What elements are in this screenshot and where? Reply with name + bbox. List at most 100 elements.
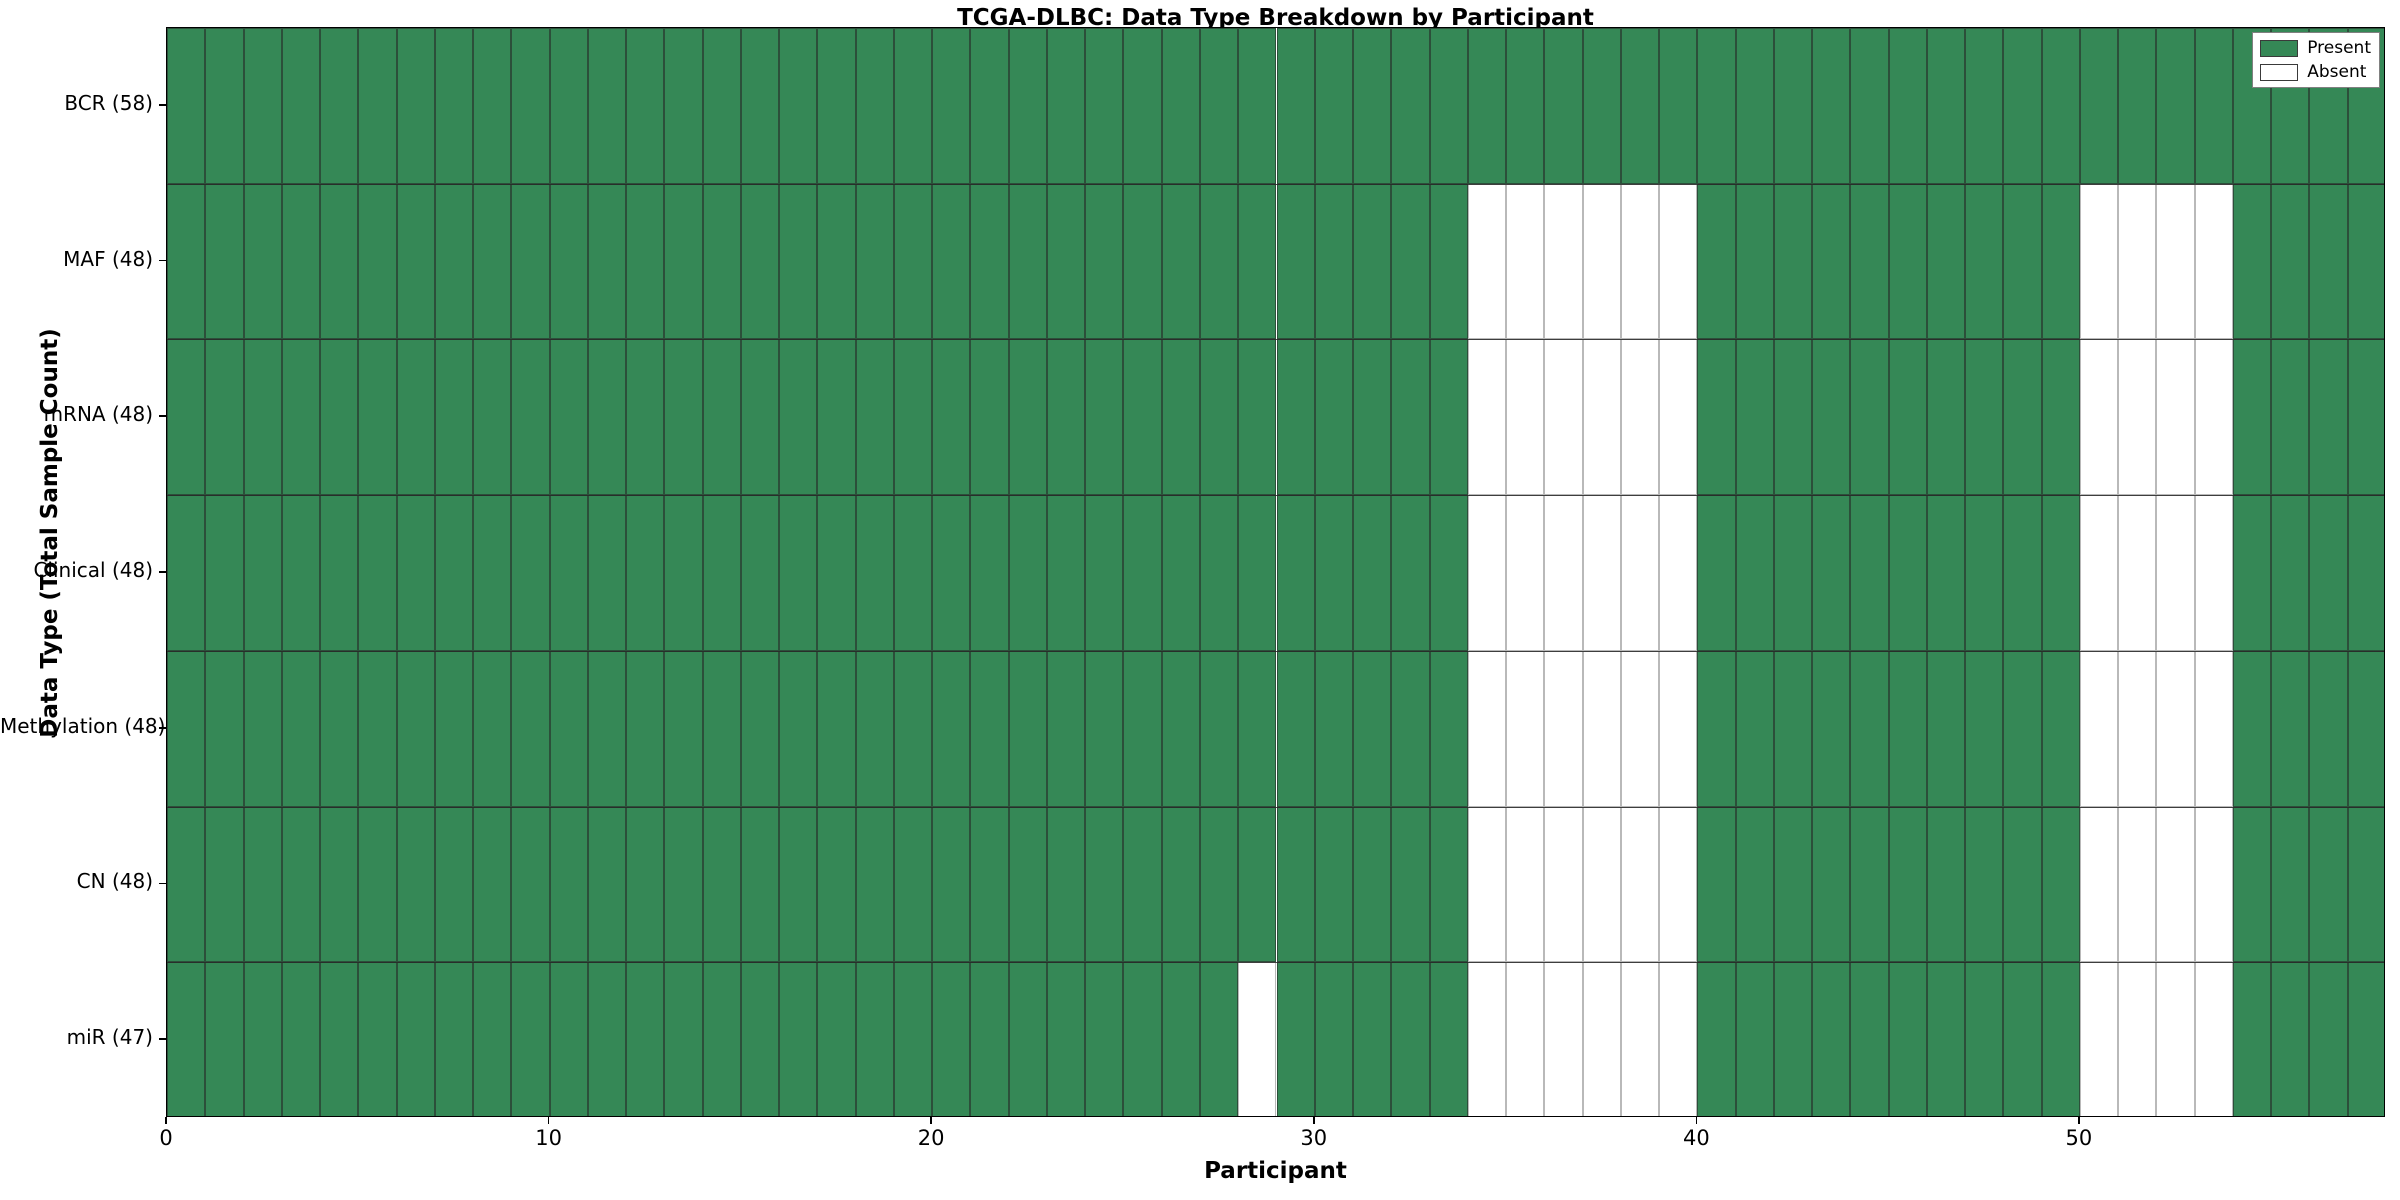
heatmap-cell bbox=[167, 183, 206, 340]
heatmap-cell bbox=[1123, 962, 1162, 1116]
heatmap-cell bbox=[243, 339, 282, 496]
heatmap-cell bbox=[2347, 962, 2384, 1116]
heatmap-cell bbox=[1314, 495, 1353, 651]
heatmap-cell bbox=[1353, 806, 1392, 963]
heatmap-cell bbox=[1353, 183, 1392, 340]
heatmap-cell bbox=[396, 339, 435, 496]
heatmap-cell bbox=[932, 339, 971, 496]
heatmap-cell bbox=[1429, 495, 1468, 651]
heatmap-cell bbox=[1506, 339, 1545, 496]
heatmap-cell bbox=[664, 495, 703, 651]
heatmap-cell bbox=[2003, 650, 2042, 807]
y-tick-label-methylation: Methylation (48) bbox=[0, 713, 166, 738]
heatmap-cell bbox=[2003, 806, 2042, 963]
heatmap-cell bbox=[1161, 28, 1200, 184]
heatmap-cell bbox=[1735, 339, 1774, 496]
chart-legend[interactable]: Present Absent bbox=[2252, 32, 2380, 88]
heatmap-cell bbox=[434, 495, 474, 651]
heatmap-cell bbox=[1850, 183, 1889, 340]
heatmap-cell bbox=[1429, 339, 1468, 496]
heatmap-cell bbox=[2232, 650, 2272, 807]
chart-title: TCGA-DLBC: Data Type Breakdown by Partic… bbox=[957, 5, 1594, 31]
heatmap-cell bbox=[1812, 495, 1851, 651]
heatmap-cell bbox=[970, 339, 1009, 496]
heatmap-cell bbox=[1046, 28, 1086, 184]
heatmap-cell bbox=[2232, 962, 2272, 1116]
heatmap-cell bbox=[205, 28, 244, 184]
heatmap-cell bbox=[702, 962, 741, 1116]
legend-swatch-icon bbox=[2260, 39, 2299, 57]
heatmap-cell bbox=[1506, 183, 1545, 340]
heatmap-cell bbox=[549, 962, 588, 1116]
y-tick-label-mrna: mRNA (48) bbox=[43, 402, 153, 427]
heatmap-cell bbox=[1238, 650, 1277, 807]
heatmap-cell bbox=[1659, 962, 1698, 1116]
heatmap-cell bbox=[1544, 650, 1583, 807]
heatmap-cell bbox=[2003, 962, 2042, 1116]
heatmap-cell bbox=[1391, 806, 1430, 963]
heatmap-cell bbox=[511, 28, 550, 184]
heatmap-cell bbox=[1773, 28, 1813, 184]
heatmap-cell bbox=[243, 495, 282, 651]
heatmap-cell bbox=[1544, 806, 1583, 963]
heatmap-cell bbox=[2194, 339, 2233, 496]
heatmap-cell bbox=[2271, 183, 2310, 340]
heatmap-cell bbox=[1773, 183, 1813, 340]
heatmap-cell bbox=[1697, 28, 1736, 184]
heatmap-cell bbox=[855, 183, 894, 340]
heatmap-cell bbox=[1467, 650, 1507, 807]
heatmap-cell bbox=[434, 806, 474, 963]
heatmap-cell bbox=[1123, 28, 1162, 184]
heatmap-cell bbox=[1238, 962, 1277, 1116]
heatmap-cell bbox=[2309, 495, 2348, 651]
heatmap-cell bbox=[1582, 28, 1621, 184]
heatmap-cell bbox=[1314, 28, 1353, 184]
heatmap-cell bbox=[2118, 495, 2157, 651]
heatmap-cell bbox=[1735, 28, 1774, 184]
heatmap-cell bbox=[779, 806, 818, 963]
heatmap-cell bbox=[1506, 806, 1545, 963]
heatmap-cell bbox=[1544, 339, 1583, 496]
heatmap-cell bbox=[1850, 962, 1889, 1116]
heatmap-cell bbox=[1697, 339, 1736, 496]
heatmap-cell bbox=[358, 339, 397, 496]
heatmap-cell bbox=[1314, 962, 1353, 1116]
row-separator bbox=[167, 650, 2384, 652]
heatmap-cell bbox=[549, 183, 588, 340]
legend-item-absent[interactable]: Absent bbox=[2260, 62, 2371, 82]
heatmap-cell bbox=[1429, 28, 1468, 184]
heatmap-cell bbox=[167, 28, 206, 184]
heatmap-cell bbox=[702, 339, 741, 496]
x-tick-mark bbox=[1312, 1117, 1315, 1124]
heatmap-cell bbox=[1199, 28, 1239, 184]
heatmap-cell bbox=[587, 495, 627, 651]
heatmap-cell bbox=[626, 495, 665, 651]
heatmap-cell bbox=[2003, 28, 2042, 184]
heatmap-cell bbox=[1199, 339, 1239, 496]
heatmap-cell bbox=[1697, 183, 1736, 340]
heatmap-cell bbox=[932, 650, 971, 807]
heatmap-cell bbox=[205, 495, 244, 651]
heatmap-cell bbox=[1888, 650, 1927, 807]
heatmap-cell bbox=[2041, 339, 2080, 496]
legend-label: Absent bbox=[2307, 62, 2367, 82]
heatmap-cell bbox=[1735, 183, 1774, 340]
heatmap-cell bbox=[664, 183, 703, 340]
heatmap-cell bbox=[1429, 183, 1468, 340]
heatmap-cell bbox=[1276, 339, 1315, 496]
heatmap-cell bbox=[2271, 495, 2310, 651]
heatmap-cell bbox=[1008, 183, 1047, 340]
heatmap-cell bbox=[1085, 962, 1124, 1116]
heatmap-cell bbox=[2118, 28, 2157, 184]
heatmap-cell bbox=[740, 339, 780, 496]
heatmap-cell bbox=[1582, 183, 1621, 340]
heatmap-cell bbox=[320, 495, 359, 651]
heatmap-cell bbox=[817, 962, 856, 1116]
heatmap-cell bbox=[1620, 495, 1660, 651]
heatmap-cell bbox=[1046, 183, 1086, 340]
heatmap-cell bbox=[1506, 650, 1545, 807]
heatmap-cell bbox=[664, 339, 703, 496]
legend-item-present[interactable]: Present bbox=[2260, 38, 2371, 58]
heatmap-cell bbox=[1161, 806, 1200, 963]
heatmap-cell bbox=[2347, 806, 2384, 963]
